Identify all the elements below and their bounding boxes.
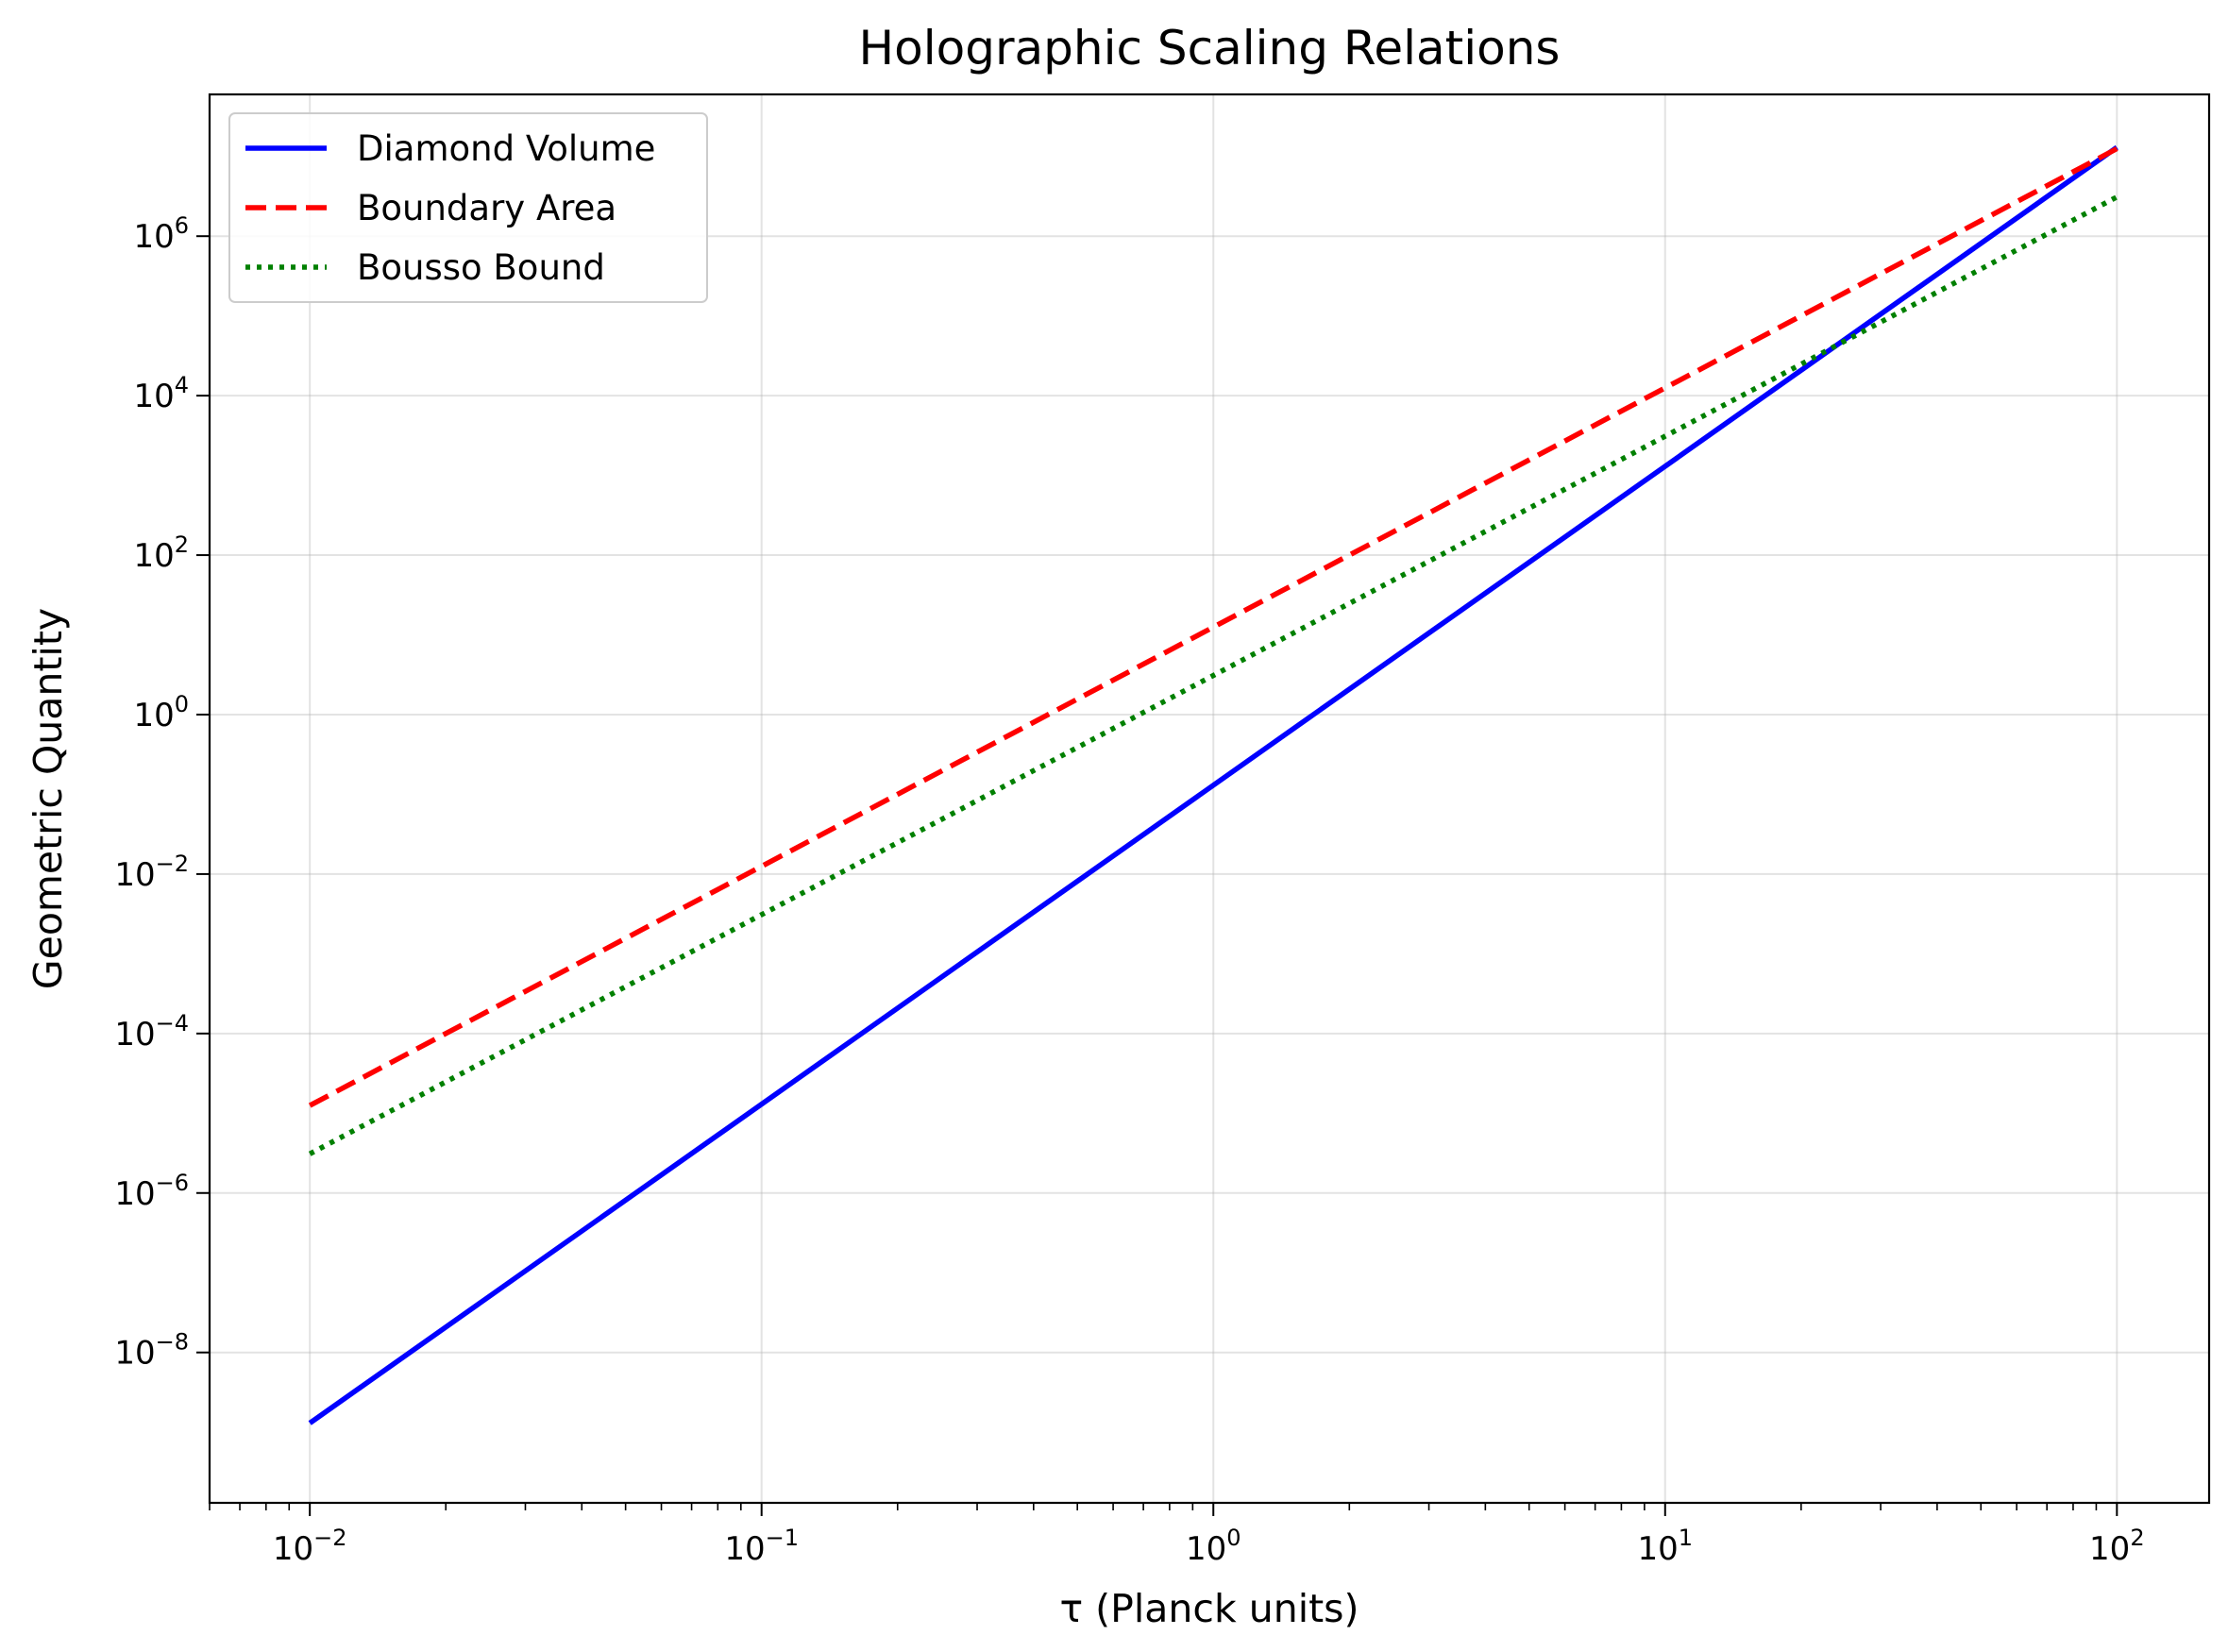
- y-tick-label: 106: [133, 212, 189, 256]
- plot-frame: [208, 93, 2211, 1505]
- x-tick-label: 102: [2089, 1525, 2145, 1568]
- series-line-diamond-volume: [308, 144, 2118, 1425]
- series-lines: [308, 144, 2118, 1425]
- x-tick-label: 10−1: [724, 1525, 799, 1568]
- legend-box: [228, 112, 708, 303]
- x-tick-label: 101: [1638, 1525, 1694, 1568]
- y-tick-label: 10−4: [114, 1010, 189, 1054]
- y-tick-label: 100: [133, 691, 189, 734]
- legend-label: Boundary Area: [357, 188, 616, 228]
- legend-label: Bousso Bound: [357, 247, 605, 288]
- legend-label: Diamond Volume: [357, 128, 655, 169]
- x-axis-label: τ (Planck units): [1059, 1586, 1359, 1631]
- x-tick-label: 10−2: [273, 1525, 347, 1568]
- y-axis-label: Geometric Quantity: [25, 608, 71, 989]
- axis-ticks: 10−2 10−1 100 101 102 10−8 10−6 10−4 10−2 100 102 1…: [114, 212, 2144, 1568]
- chart-title: Holographic Scaling Relations: [859, 21, 1561, 76]
- y-tick-label: 104: [133, 372, 189, 415]
- series-line-bousso-bound: [308, 194, 2118, 1156]
- grid: [210, 94, 2209, 1503]
- y-tick-label: 10−8: [114, 1329, 189, 1373]
- x-minor-ticks: [209, 1503, 2098, 1510]
- legend: Diamond Volume Boundary Area Bousso Bound: [228, 112, 708, 303]
- y-tick-label: 102: [133, 531, 189, 575]
- series-line-boundary-area: [308, 146, 2118, 1108]
- x-tick-label: 100: [1186, 1525, 1241, 1568]
- y-tick-label: 10−2: [114, 851, 189, 894]
- y-tick-label: 10−6: [114, 1170, 189, 1213]
